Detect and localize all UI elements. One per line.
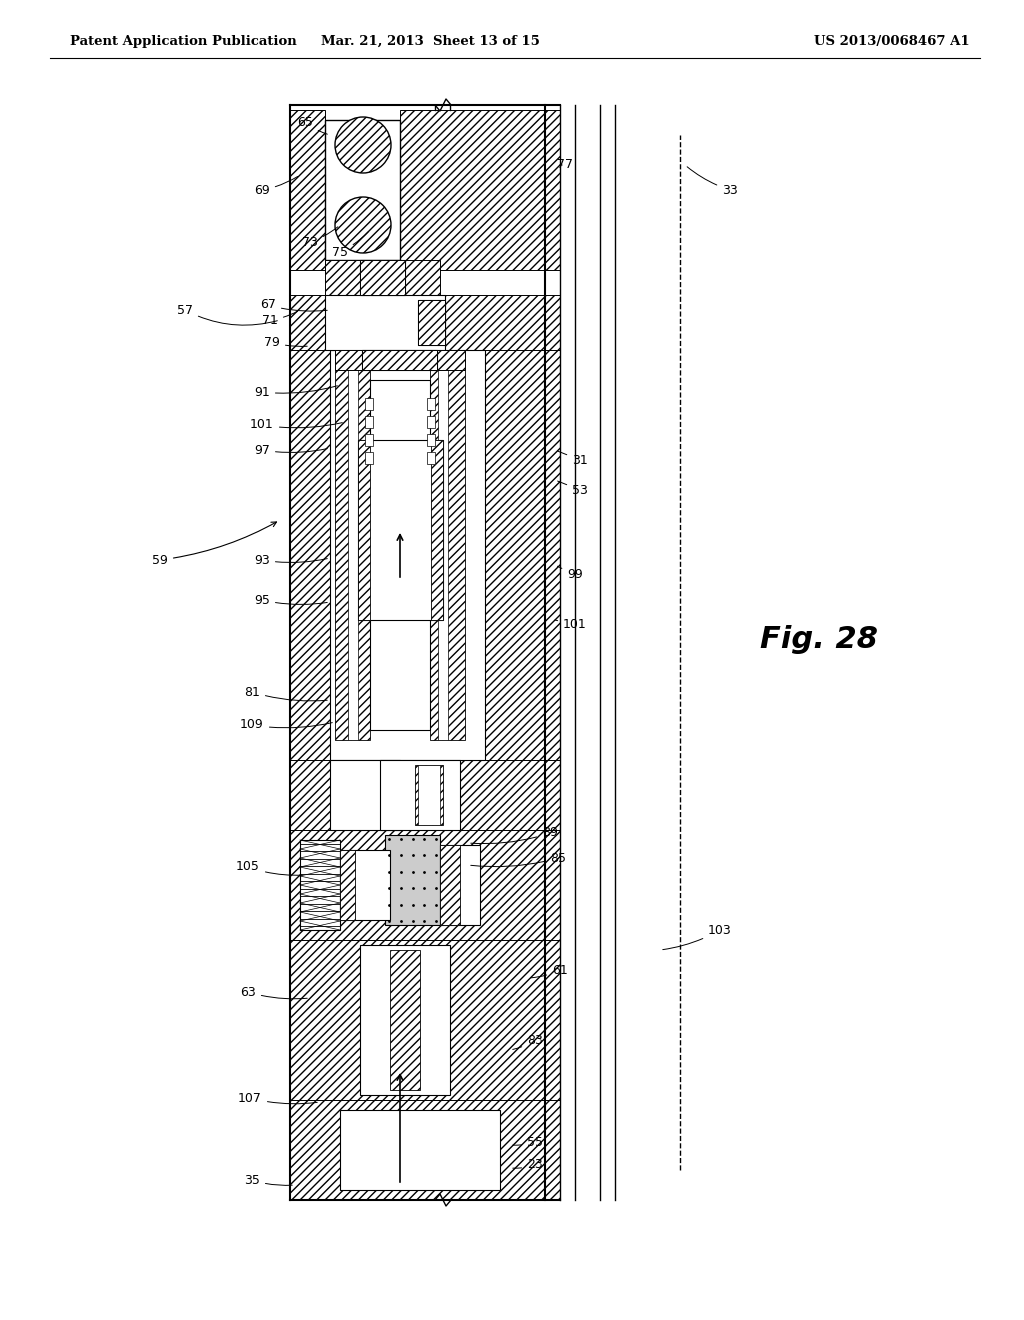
Bar (290, 1100, 560, 1200)
Text: 79: 79 (264, 335, 307, 348)
Text: 109: 109 (240, 718, 333, 731)
Text: 63: 63 (240, 986, 307, 999)
Text: 65: 65 (297, 116, 328, 135)
Bar (362, 350, 437, 370)
Text: 67: 67 (260, 298, 328, 312)
Text: Patent Application Publication: Patent Application Publication (70, 36, 297, 48)
Bar (348, 370, 358, 741)
Bar (370, 380, 430, 730)
Bar (290, 830, 560, 940)
Text: 77: 77 (557, 158, 573, 172)
Bar (400, 110, 560, 271)
Bar (427, 434, 435, 446)
Bar (431, 440, 443, 620)
Bar (290, 760, 560, 830)
Bar (325, 120, 400, 260)
Bar (480, 350, 560, 760)
Bar (358, 440, 370, 620)
Text: 93: 93 (254, 553, 328, 566)
Bar (362, 350, 437, 370)
Circle shape (335, 117, 391, 173)
Text: 59: 59 (152, 521, 276, 566)
Text: 89: 89 (471, 826, 558, 843)
Bar (427, 416, 435, 428)
Bar (360, 260, 406, 294)
Bar (340, 850, 355, 920)
Bar (440, 845, 480, 925)
Text: 53: 53 (558, 480, 588, 496)
Bar (385, 836, 440, 925)
Text: 61: 61 (530, 964, 568, 978)
Text: 97: 97 (254, 444, 328, 457)
Text: 31: 31 (558, 451, 588, 466)
Text: 81: 81 (244, 685, 328, 701)
Text: 103: 103 (663, 924, 732, 949)
Text: Mar. 21, 2013  Sheet 13 of 15: Mar. 21, 2013 Sheet 13 of 15 (321, 36, 540, 48)
Text: 33: 33 (687, 166, 738, 197)
Text: 95: 95 (254, 594, 328, 606)
Bar (418, 300, 445, 345)
Text: 101: 101 (250, 418, 342, 432)
Bar (418, 300, 445, 345)
Bar (335, 370, 370, 741)
Bar (427, 451, 435, 465)
Text: 73: 73 (302, 227, 338, 248)
Bar (290, 110, 325, 271)
Bar (290, 350, 330, 760)
Bar (418, 766, 440, 825)
Bar (360, 260, 406, 294)
Bar (330, 760, 400, 830)
Text: 99: 99 (557, 566, 583, 582)
Bar (415, 766, 443, 825)
Bar (365, 451, 373, 465)
Text: 71: 71 (262, 312, 298, 326)
Text: 85: 85 (471, 851, 566, 867)
Bar (340, 1110, 500, 1191)
Bar (418, 300, 445, 345)
Circle shape (335, 197, 391, 253)
Bar (340, 850, 390, 920)
Bar (358, 440, 443, 620)
Bar (365, 399, 373, 411)
Text: 35: 35 (244, 1173, 292, 1187)
Text: 101: 101 (555, 619, 587, 631)
Text: 55: 55 (513, 1135, 543, 1148)
Text: 105: 105 (237, 861, 302, 875)
Bar (300, 840, 340, 931)
Text: 83: 83 (513, 1034, 543, 1049)
Bar (430, 370, 465, 741)
Bar (360, 945, 450, 1096)
Bar (335, 350, 465, 370)
Text: US 2013/0068467 A1: US 2013/0068467 A1 (814, 36, 970, 48)
Bar (325, 260, 440, 294)
Text: 91: 91 (254, 385, 337, 399)
Text: 69: 69 (254, 177, 298, 197)
Bar (365, 416, 373, 428)
Bar (290, 940, 560, 1100)
Text: 57: 57 (177, 304, 278, 325)
Bar (440, 845, 460, 925)
Bar (325, 294, 445, 350)
Text: 23: 23 (513, 1159, 543, 1172)
Bar (330, 350, 485, 760)
Bar (290, 294, 560, 350)
Bar (365, 434, 373, 446)
Bar (427, 399, 435, 411)
Bar (390, 950, 420, 1090)
Text: Fig. 28: Fig. 28 (760, 626, 878, 655)
Text: 107: 107 (238, 1092, 317, 1105)
Bar (380, 760, 460, 830)
Bar (438, 370, 449, 741)
Text: 75: 75 (332, 232, 368, 259)
